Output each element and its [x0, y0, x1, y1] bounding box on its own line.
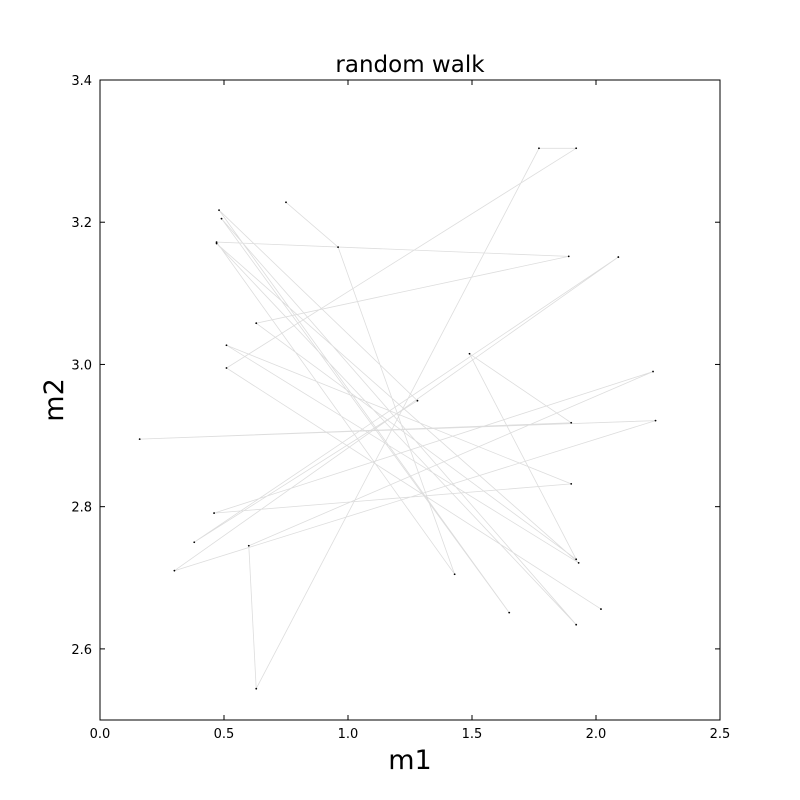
data-point: [220, 217, 223, 220]
x-tick-label: 2.5: [710, 727, 731, 742]
y-tick-label: 2.6: [71, 643, 92, 658]
y-axis-label: m2: [39, 378, 70, 421]
data-point: [575, 147, 578, 150]
x-tick-label: 0.5: [214, 727, 235, 742]
y-axis: 2.6 2.8 3.0 3.2 3.4: [71, 74, 720, 658]
data-point: [567, 255, 570, 258]
x-tick-label: 2.0: [586, 727, 607, 742]
data-point: [416, 399, 419, 402]
data-point: [247, 544, 250, 547]
data-point: [255, 322, 258, 325]
data-point: [285, 201, 287, 204]
data-point: [617, 256, 620, 258]
data-point: [255, 687, 258, 690]
plot-area: [100, 80, 720, 720]
data-point: [508, 611, 511, 614]
data-point: [193, 541, 196, 544]
y-tick-label: 3.0: [71, 358, 92, 373]
x-axis: 0.0 0.5 1.0 1.5 2.0 2.5: [90, 80, 731, 742]
chart-title: random walk: [335, 52, 485, 78]
data-point: [215, 242, 218, 245]
data-point: [577, 561, 580, 564]
x-axis-label: m1: [388, 745, 431, 776]
plot-frame: [99, 79, 721, 721]
data-point: [652, 370, 654, 373]
data-point: [215, 241, 218, 244]
data-point: [538, 147, 540, 150]
y-tick-label: 3.4: [71, 74, 92, 89]
x-tick-label: 1.0: [338, 727, 359, 742]
data-point: [218, 209, 220, 212]
data-point: [173, 569, 176, 572]
data-point: [575, 623, 578, 626]
data-point: [570, 421, 573, 424]
data-point: [468, 352, 471, 355]
data-point: [570, 483, 573, 485]
data-point: [575, 558, 578, 561]
data-point: [453, 573, 456, 576]
x-tick-label: 1.5: [462, 727, 483, 742]
data-point: [600, 608, 602, 610]
x-tick-label: 0.0: [90, 727, 111, 742]
y-tick-label: 2.8: [71, 501, 92, 516]
data-point: [337, 246, 339, 249]
marker-layer: [138, 147, 657, 690]
data-point: [138, 438, 141, 441]
data-point: [225, 367, 228, 369]
data-point: [225, 344, 228, 347]
data-point: [213, 512, 215, 514]
data-point: [654, 419, 657, 422]
y-tick-label: 3.2: [71, 216, 92, 231]
